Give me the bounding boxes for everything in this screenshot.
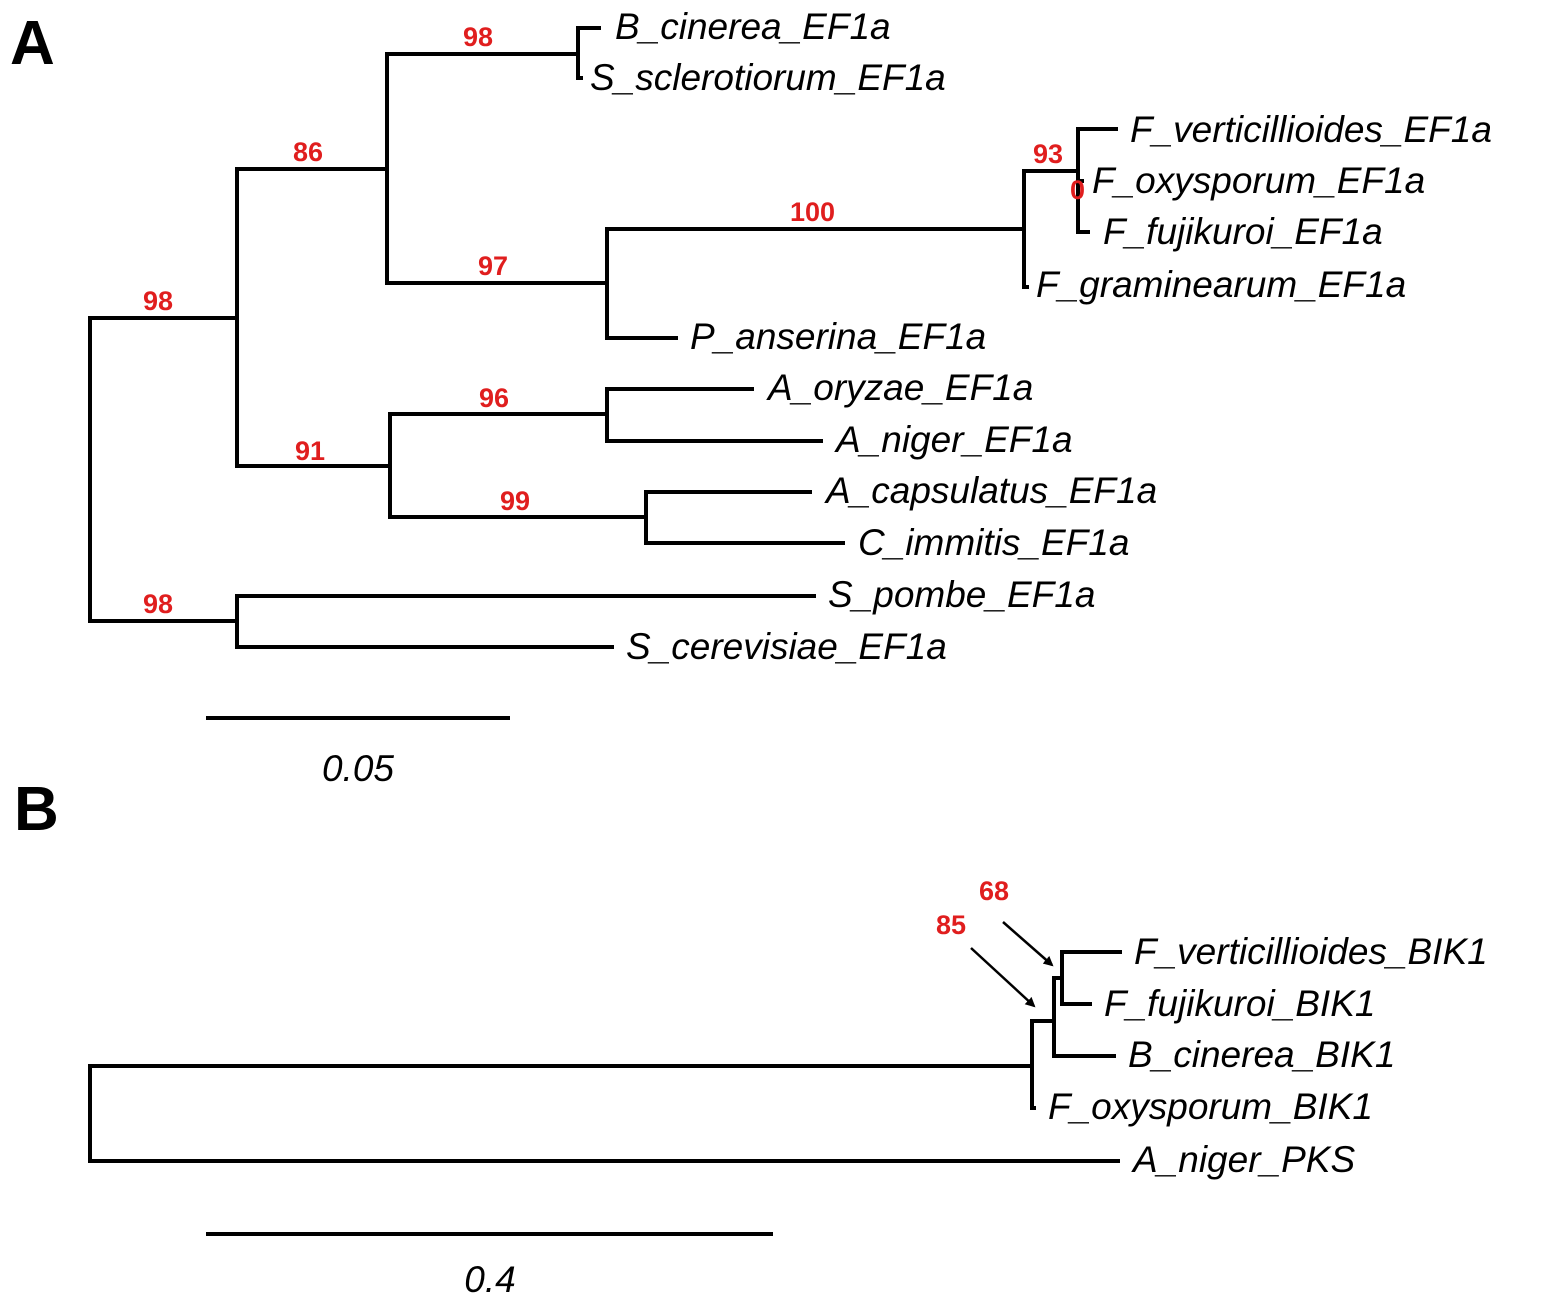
- support-label: 97: [478, 251, 508, 281]
- support-label: 86: [293, 137, 323, 167]
- scale-bar-label: 0.4: [464, 1259, 515, 1300]
- panel-b-support-values: 68 85: [936, 876, 1054, 1008]
- scale-bar-label: 0.05: [322, 748, 394, 789]
- panel-a-tree: [88, 26, 1118, 649]
- taxon-a-oryzae-ef1a: A_oryzae_EF1a: [766, 367, 1033, 408]
- taxon-f-verticillioides-bik1: F_verticillioides_BIK1: [1134, 931, 1488, 972]
- support-arrow: [1002, 921, 1054, 967]
- taxon-f-verticillioides-ef1a: F_verticillioides_EF1a: [1130, 109, 1492, 150]
- taxon-p-anserina-ef1a: P_anserina_EF1a: [690, 316, 986, 357]
- panel-a-taxa: B_cinerea_EF1a S_sclerotiorum_EF1a F_ver…: [590, 6, 1492, 667]
- taxon-s-sclerotiorum-ef1a: S_sclerotiorum_EF1a: [590, 57, 946, 98]
- support-label: 98: [143, 589, 173, 619]
- panel-a-label: A: [10, 9, 55, 78]
- taxon-f-graminearum-ef1a: F_graminearum_EF1a: [1036, 264, 1406, 305]
- taxon-a-capsulatus-ef1a: A_capsulatus_EF1a: [824, 470, 1157, 511]
- support-label: 98: [143, 286, 173, 316]
- panel-b: B F_verticillioides_BIK1 F_fujikuroi_BIK…: [14, 775, 1488, 1300]
- support-label: 99: [500, 486, 530, 516]
- taxon-a-niger-ef1a: A_niger_EF1a: [834, 419, 1073, 460]
- support-label: 100: [790, 197, 835, 227]
- panel-a-scale-bar: 0.05: [206, 716, 510, 789]
- taxon-f-fujikuroi-ef1a: F_fujikuroi_EF1a: [1103, 211, 1383, 252]
- taxon-f-oxysporum-bik1: F_oxysporum_BIK1: [1048, 1086, 1373, 1127]
- support-label: 68: [979, 876, 1009, 906]
- taxon-c-immitis-ef1a: C_immitis_EF1a: [858, 522, 1129, 563]
- panel-b-taxa: F_verticillioides_BIK1 F_fujikuroi_BIK1 …: [1048, 931, 1488, 1180]
- taxon-f-fujikuroi-bik1: F_fujikuroi_BIK1: [1104, 983, 1375, 1024]
- support-label: 93: [1033, 139, 1063, 169]
- panel-b-label: B: [14, 775, 59, 844]
- panel-b-scale-bar: 0.4: [206, 1232, 773, 1300]
- panel-a: A: [10, 6, 1492, 789]
- taxon-s-pombe-ef1a: S_pombe_EF1a: [828, 574, 1095, 615]
- support-label: 98: [463, 22, 493, 52]
- panel-a-support-values: 98 98 86 98 97 100 93 0 91 96 99: [143, 22, 1085, 619]
- support-label: 91: [295, 436, 325, 466]
- taxon-a-niger-pks: A_niger_PKS: [1131, 1139, 1355, 1180]
- support-label: 0: [1070, 175, 1085, 205]
- taxon-s-cerevisiae-ef1a: S_cerevisiae_EF1a: [626, 626, 947, 667]
- taxon-f-oxysporum-ef1a: F_oxysporum_EF1a: [1092, 160, 1425, 201]
- support-arrow: [970, 947, 1036, 1008]
- support-label: 96: [479, 383, 509, 413]
- panel-b-tree: [88, 950, 1122, 1163]
- taxon-b-cinerea-ef1a: B_cinerea_EF1a: [615, 6, 891, 47]
- support-label: 85: [936, 910, 966, 940]
- taxon-b-cinerea-bik1: B_cinerea_BIK1: [1128, 1034, 1395, 1075]
